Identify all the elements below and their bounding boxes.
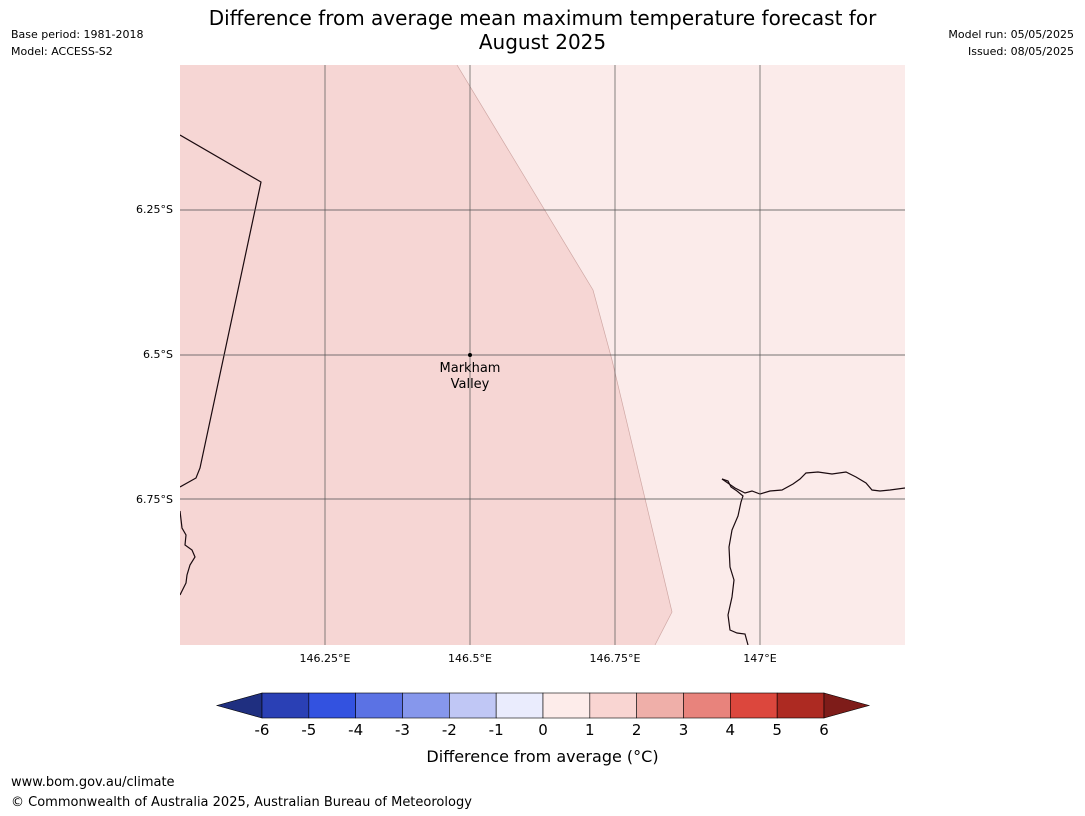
colorbar: -6 -5 -4 -3 -2 -1 0 1 2 3 4 5 6 <box>215 692 871 739</box>
colorbar-tick-label: 3 <box>679 721 689 739</box>
lon-label-146-5: 146.5°E <box>448 652 492 665</box>
colorbar-tick-label: 4 <box>726 721 736 739</box>
colorbar-segment <box>355 692 403 719</box>
colorbar-tick-label: -3 <box>395 721 410 739</box>
model-run-text: Model run: 05/05/2025 <box>948 28 1074 41</box>
zone-boundary <box>456 65 673 645</box>
lon-label-147: 147°E <box>743 652 776 665</box>
colorbar-segment <box>542 692 591 719</box>
colorbar-tick-label: 1 <box>585 721 595 739</box>
colorbar-segment <box>261 692 310 719</box>
graticule <box>180 65 905 645</box>
colorbar-segment <box>308 692 356 719</box>
map-title: Difference from average mean maximum tem… <box>180 6 905 54</box>
colorbar-tick-label: -1 <box>489 721 504 739</box>
colorbar-segment <box>449 692 497 719</box>
colorbar-tick-label: 6 <box>819 721 829 739</box>
colorbar-extend-high <box>823 692 871 719</box>
footer-copyright: © Commonwealth of Australia 2025, Austra… <box>11 795 472 810</box>
colorbar-extend-low <box>215 692 263 719</box>
colorbar-tick-label: -6 <box>255 721 270 739</box>
colorbar-tick-label: 5 <box>772 721 782 739</box>
colorbar-segment <box>776 692 825 719</box>
issued-text: Issued: 08/05/2025 <box>967 45 1074 58</box>
lat-label-6-75: 6.75°S <box>136 493 173 506</box>
place-marker <box>468 353 472 357</box>
base-period-text: Base period: 1981-2018 <box>11 28 144 41</box>
coastline-west <box>180 134 262 488</box>
colorbar-tick-label: 2 <box>632 721 642 739</box>
colorbar-label: Difference from average (°C) <box>426 747 659 766</box>
coastline-northeast <box>721 471 905 495</box>
lon-label-146-75: 146.75°E <box>590 652 641 665</box>
coastline-southwest <box>180 510 196 596</box>
title-line-1: Difference from average mean maximum tem… <box>208 6 877 30</box>
colorbar-segment <box>730 692 778 719</box>
colorbar-segment <box>683 692 731 719</box>
colorbar-tick-label: -5 <box>301 721 316 739</box>
lon-label-146-25: 146.25°E <box>300 652 351 665</box>
coastline-east <box>721 478 749 645</box>
colorbar-segment <box>495 692 544 719</box>
colorbar-tick-label: -2 <box>442 721 457 739</box>
colorbar-segment <box>636 692 684 719</box>
colorbar-segment <box>402 692 450 719</box>
place-label-line-2: Valley <box>451 377 490 392</box>
header-right: Model run: 05/05/2025 Issued: 08/05/2025 <box>948 26 1074 60</box>
colorbar-tick-label: 0 <box>538 721 548 739</box>
lat-label-6-25: 6.25°S <box>136 203 173 216</box>
header-left: Base period: 1981-2018 Model: ACCESS-S2 <box>11 26 143 60</box>
model-text: Model: ACCESS-S2 <box>11 45 113 58</box>
lat-label-6-5: 6.5°S <box>143 348 173 361</box>
colorbar-segment <box>589 692 637 719</box>
footer-url: www.bom.gov.au/climate <box>11 775 175 790</box>
colorbar-tick-label: -4 <box>348 721 363 739</box>
title-line-2: August 2025 <box>478 30 607 54</box>
place-label-line-1: Markham <box>440 361 501 376</box>
